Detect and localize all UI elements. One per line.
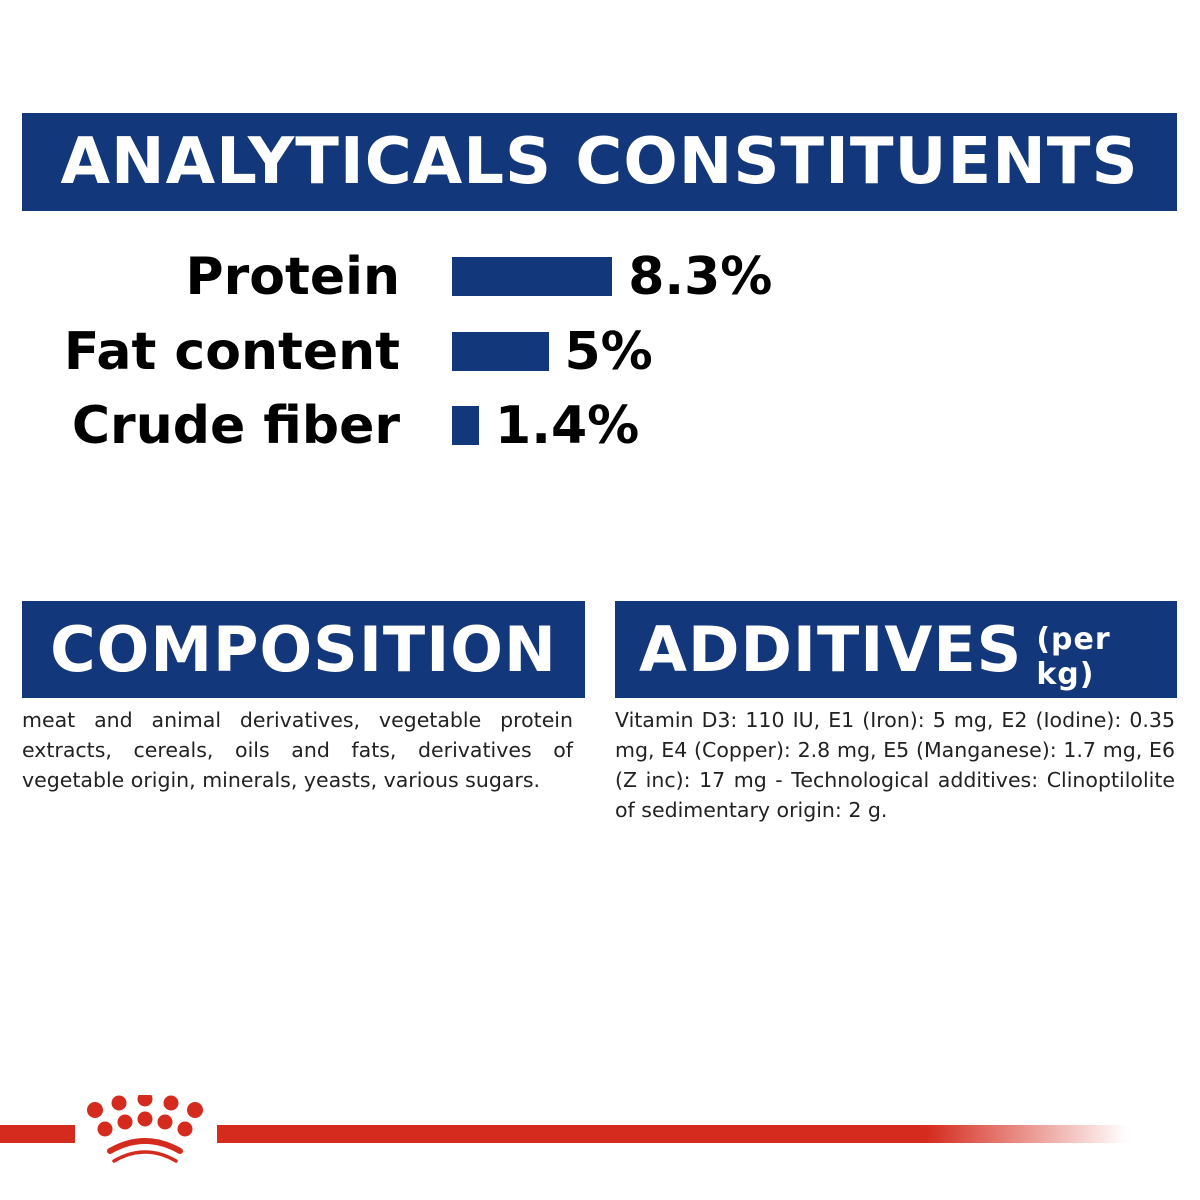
tick-label: Fat content (63, 322, 400, 382)
data-label: 5% (564, 322, 653, 382)
composition-title: COMPOSITION (50, 613, 557, 686)
additives-title: ADDITIVES (639, 613, 1023, 686)
bar-crude-fiber (452, 406, 480, 445)
composition-header: COMPOSITION (22, 601, 585, 698)
bar-fat-content (452, 332, 549, 371)
tick-label: Protein (185, 247, 400, 307)
analytical-constituents-header: ANALYTICALS CONSTITUENTS (22, 113, 1177, 211)
additives-header: ADDITIVES (per kg) (615, 601, 1177, 698)
tick-label: Crude fiber (71, 396, 400, 456)
red-divider-right (217, 1125, 1127, 1143)
chart-row-fat: Fat content 5% (0, 322, 1000, 382)
composition-text: meat and animal derivatives, vegetable p… (22, 708, 573, 792)
additives-subtitle: (per kg) (1036, 621, 1111, 692)
bar-protein (452, 257, 613, 296)
analytical-title: ANALYTICALS CONSTITUENTS (60, 125, 1139, 199)
red-divider-left (0, 1125, 75, 1143)
royal-canin-crown-icon (87, 1095, 203, 1163)
additives-text: Vitamin D3: 110 IU, E1 (Iron): 5 mg, E2 … (615, 708, 1175, 822)
chart-row-fiber: Crude fiber 1.4% (0, 396, 1000, 456)
data-label: 8.3% (628, 247, 773, 307)
data-label: 1.4% (495, 396, 640, 456)
chart-row-protein: Protein 8.3% (0, 247, 1000, 307)
